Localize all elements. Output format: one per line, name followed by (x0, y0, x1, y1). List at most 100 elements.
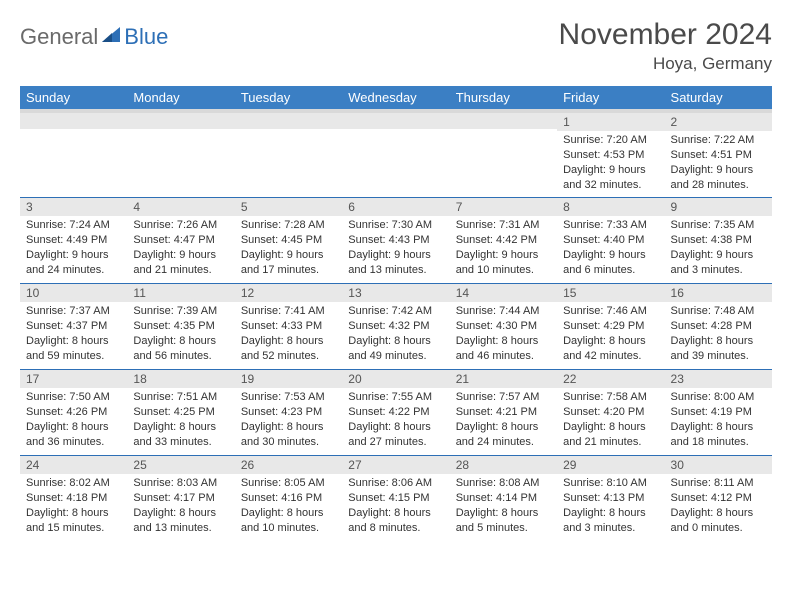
day-content: Sunrise: 7:41 AMSunset: 4:33 PMDaylight:… (235, 302, 342, 367)
calendar-day-cell (235, 111, 342, 197)
weekday-header: Thursday (450, 86, 557, 111)
day-content: Sunrise: 7:28 AMSunset: 4:45 PMDaylight:… (235, 216, 342, 281)
sunrise-text: Sunrise: 7:26 AM (133, 218, 228, 233)
day-content: Sunrise: 7:48 AMSunset: 4:28 PMDaylight:… (665, 302, 772, 367)
day-number: 3 (20, 198, 127, 216)
calendar-week-row: 10Sunrise: 7:37 AMSunset: 4:37 PMDayligh… (20, 283, 772, 369)
daylight-text: Daylight: 8 hours and 21 minutes. (563, 420, 658, 450)
daylight-text: Daylight: 9 hours and 28 minutes. (671, 163, 766, 193)
day-content: Sunrise: 7:20 AMSunset: 4:53 PMDaylight:… (557, 131, 664, 196)
daylight-text: Daylight: 8 hours and 39 minutes. (671, 334, 766, 364)
sunset-text: Sunset: 4:45 PM (241, 233, 336, 248)
day-number: 12 (235, 284, 342, 302)
sunrise-text: Sunrise: 7:31 AM (456, 218, 551, 233)
calendar-day-cell: 1Sunrise: 7:20 AMSunset: 4:53 PMDaylight… (557, 111, 664, 197)
month-title: November 2024 (559, 18, 772, 52)
day-number (342, 113, 449, 129)
day-content: Sunrise: 7:39 AMSunset: 4:35 PMDaylight:… (127, 302, 234, 367)
day-number: 20 (342, 370, 449, 388)
calendar-day-cell: 15Sunrise: 7:46 AMSunset: 4:29 PMDayligh… (557, 283, 664, 369)
calendar-day-cell: 19Sunrise: 7:53 AMSunset: 4:23 PMDayligh… (235, 369, 342, 455)
day-number (20, 113, 127, 129)
daylight-text: Daylight: 8 hours and 18 minutes. (671, 420, 766, 450)
day-content: Sunrise: 7:30 AMSunset: 4:43 PMDaylight:… (342, 216, 449, 281)
daylight-text: Daylight: 8 hours and 30 minutes. (241, 420, 336, 450)
daylight-text: Daylight: 8 hours and 27 minutes. (348, 420, 443, 450)
sunrise-text: Sunrise: 7:51 AM (133, 390, 228, 405)
calendar-day-cell: 14Sunrise: 7:44 AMSunset: 4:30 PMDayligh… (450, 283, 557, 369)
calendar-day-cell: 6Sunrise: 7:30 AMSunset: 4:43 PMDaylight… (342, 197, 449, 283)
calendar-day-cell: 18Sunrise: 7:51 AMSunset: 4:25 PMDayligh… (127, 369, 234, 455)
sunset-text: Sunset: 4:43 PM (348, 233, 443, 248)
sunrise-text: Sunrise: 7:22 AM (671, 133, 766, 148)
sunset-text: Sunset: 4:40 PM (563, 233, 658, 248)
daylight-text: Daylight: 8 hours and 46 minutes. (456, 334, 551, 364)
day-number: 9 (665, 198, 772, 216)
sunrise-text: Sunrise: 7:24 AM (26, 218, 121, 233)
day-number: 18 (127, 370, 234, 388)
sunset-text: Sunset: 4:14 PM (456, 491, 551, 506)
sunrise-text: Sunrise: 8:08 AM (456, 476, 551, 491)
sunrise-text: Sunrise: 7:57 AM (456, 390, 551, 405)
day-content: Sunrise: 7:58 AMSunset: 4:20 PMDaylight:… (557, 388, 664, 453)
sunrise-text: Sunrise: 7:44 AM (456, 304, 551, 319)
calendar-day-cell: 21Sunrise: 7:57 AMSunset: 4:21 PMDayligh… (450, 369, 557, 455)
daylight-text: Daylight: 8 hours and 0 minutes. (671, 506, 766, 536)
sunrise-text: Sunrise: 8:06 AM (348, 476, 443, 491)
day-number: 30 (665, 456, 772, 474)
calendar-day-cell (127, 111, 234, 197)
sunset-text: Sunset: 4:13 PM (563, 491, 658, 506)
day-number: 24 (20, 456, 127, 474)
daylight-text: Daylight: 8 hours and 52 minutes. (241, 334, 336, 364)
calendar-day-cell: 13Sunrise: 7:42 AMSunset: 4:32 PMDayligh… (342, 283, 449, 369)
daylight-text: Daylight: 8 hours and 49 minutes. (348, 334, 443, 364)
day-number: 5 (235, 198, 342, 216)
day-content: Sunrise: 7:50 AMSunset: 4:26 PMDaylight:… (20, 388, 127, 453)
day-number: 17 (20, 370, 127, 388)
daylight-text: Daylight: 8 hours and 5 minutes. (456, 506, 551, 536)
day-number: 25 (127, 456, 234, 474)
sunrise-text: Sunrise: 7:39 AM (133, 304, 228, 319)
sunrise-text: Sunrise: 7:58 AM (563, 390, 658, 405)
daylight-text: Daylight: 9 hours and 6 minutes. (563, 248, 658, 278)
weekday-header: Tuesday (235, 86, 342, 111)
sunrise-text: Sunrise: 7:30 AM (348, 218, 443, 233)
day-content: Sunrise: 8:03 AMSunset: 4:17 PMDaylight:… (127, 474, 234, 539)
calendar-day-cell (20, 111, 127, 197)
sunset-text: Sunset: 4:38 PM (671, 233, 766, 248)
calendar-day-cell: 9Sunrise: 7:35 AMSunset: 4:38 PMDaylight… (665, 197, 772, 283)
calendar-day-cell: 5Sunrise: 7:28 AMSunset: 4:45 PMDaylight… (235, 197, 342, 283)
day-content: Sunrise: 7:37 AMSunset: 4:37 PMDaylight:… (20, 302, 127, 367)
day-number: 7 (450, 198, 557, 216)
day-number (450, 113, 557, 129)
calendar-table: Sunday Monday Tuesday Wednesday Thursday… (20, 86, 772, 541)
sunrise-text: Sunrise: 8:00 AM (671, 390, 766, 405)
sunrise-text: Sunrise: 8:03 AM (133, 476, 228, 491)
calendar-day-cell: 10Sunrise: 7:37 AMSunset: 4:37 PMDayligh… (20, 283, 127, 369)
day-number: 21 (450, 370, 557, 388)
daylight-text: Daylight: 8 hours and 15 minutes. (26, 506, 121, 536)
sunset-text: Sunset: 4:23 PM (241, 405, 336, 420)
sunset-text: Sunset: 4:28 PM (671, 319, 766, 334)
day-content: Sunrise: 8:10 AMSunset: 4:13 PMDaylight:… (557, 474, 664, 539)
day-content: Sunrise: 8:11 AMSunset: 4:12 PMDaylight:… (665, 474, 772, 539)
calendar-day-cell: 29Sunrise: 8:10 AMSunset: 4:13 PMDayligh… (557, 455, 664, 541)
sunrise-text: Sunrise: 7:55 AM (348, 390, 443, 405)
sunrise-text: Sunrise: 7:37 AM (26, 304, 121, 319)
sunrise-text: Sunrise: 7:33 AM (563, 218, 658, 233)
day-content: Sunrise: 7:35 AMSunset: 4:38 PMDaylight:… (665, 216, 772, 281)
sunset-text: Sunset: 4:25 PM (133, 405, 228, 420)
day-content: Sunrise: 7:55 AMSunset: 4:22 PMDaylight:… (342, 388, 449, 453)
logo-sail-icon (100, 25, 122, 50)
day-content: Sunrise: 8:05 AMSunset: 4:16 PMDaylight:… (235, 474, 342, 539)
weekday-header: Friday (557, 86, 664, 111)
day-number: 15 (557, 284, 664, 302)
sunrise-text: Sunrise: 7:53 AM (241, 390, 336, 405)
day-content: Sunrise: 7:22 AMSunset: 4:51 PMDaylight:… (665, 131, 772, 196)
calendar-week-row: 17Sunrise: 7:50 AMSunset: 4:26 PMDayligh… (20, 369, 772, 455)
weekday-header: Wednesday (342, 86, 449, 111)
weekday-header: Sunday (20, 86, 127, 111)
calendar-day-cell: 12Sunrise: 7:41 AMSunset: 4:33 PMDayligh… (235, 283, 342, 369)
daylight-text: Daylight: 9 hours and 17 minutes. (241, 248, 336, 278)
calendar-day-cell: 22Sunrise: 7:58 AMSunset: 4:20 PMDayligh… (557, 369, 664, 455)
